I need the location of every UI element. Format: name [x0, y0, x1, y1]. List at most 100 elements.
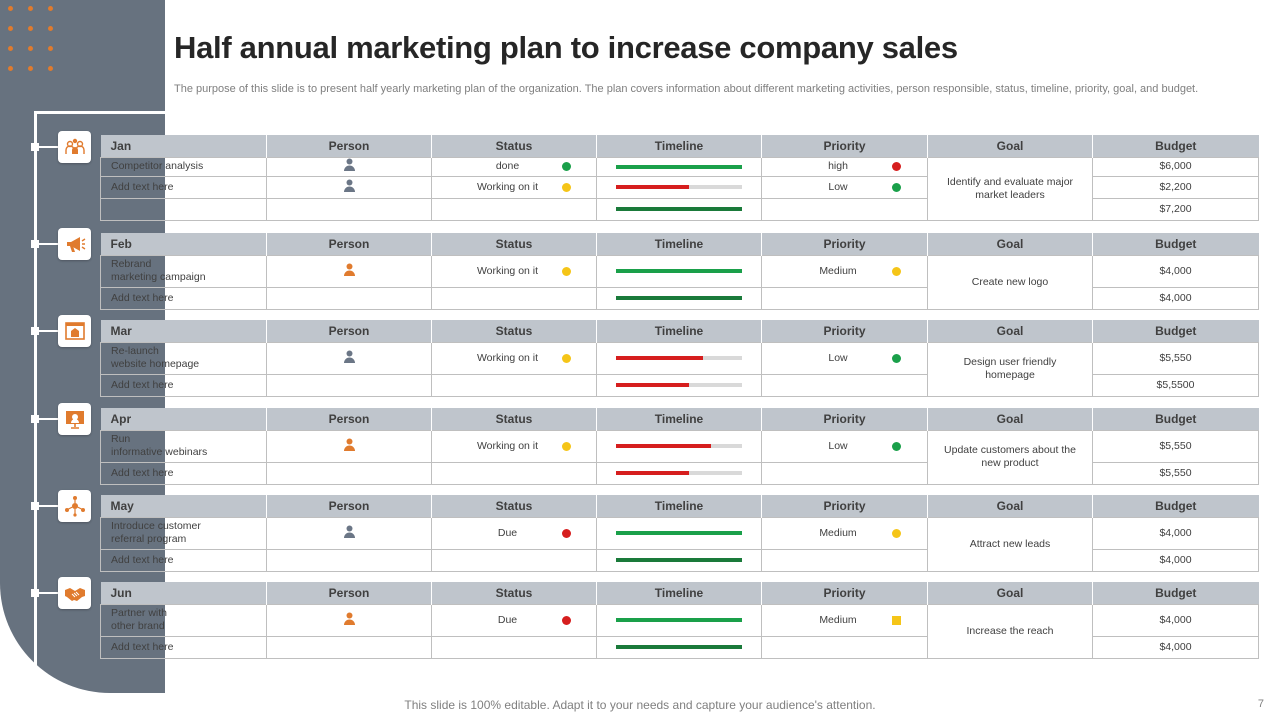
page-number: 7	[1257, 698, 1264, 710]
month-label: Jun	[100, 582, 267, 604]
timeline-progress-bar	[616, 269, 742, 273]
person-icon	[343, 612, 355, 625]
priority-indicator	[892, 441, 901, 451]
activity-cell[interactable]: Add text here	[100, 373, 267, 397]
priority-label: Medium	[819, 613, 857, 626]
column-header-timeline: Timeline	[596, 495, 762, 517]
column-header-priority: Priority	[761, 495, 928, 517]
activity-cell[interactable]: Competitor analysis	[100, 156, 267, 177]
status-indicator	[561, 441, 571, 451]
timeline-connector	[36, 418, 58, 420]
column-header-goal: Goal	[927, 582, 1093, 604]
timeline-connector	[36, 505, 58, 507]
priority-indicator	[892, 162, 901, 171]
budget-cell: $5,550	[1092, 341, 1259, 375]
activity-cell[interactable]: Rebrand marketing campaign	[100, 254, 267, 288]
table-row: $7,200	[100, 197, 1259, 221]
priority-cell: Low	[761, 341, 928, 375]
status-cell: Working on it	[431, 254, 597, 288]
priority-cell	[761, 548, 928, 572]
budget-cell: $4,000	[1092, 635, 1259, 659]
person-cell	[266, 175, 432, 199]
timeline-progress-fill	[616, 558, 742, 562]
table-row: Add text here $4,000	[100, 286, 1259, 310]
person-cell	[266, 156, 432, 177]
status-cell: Working on it	[431, 429, 597, 463]
activity-cell[interactable]	[100, 197, 267, 221]
slide-title: Half annual marketing plan to increase c…	[174, 30, 958, 65]
priority-cell	[761, 373, 928, 397]
slide-description: The purpose of this slide is to present …	[174, 83, 1199, 95]
status-label: Working on it	[476, 439, 539, 452]
decorative-dot	[48, 6, 53, 11]
activity-cell[interactable]: Add text here	[100, 175, 267, 199]
goal-cell: Update customers about the new product	[927, 429, 1093, 485]
priority-indicator	[892, 182, 901, 192]
column-header-goal: Goal	[927, 320, 1093, 342]
person-icon	[343, 525, 355, 538]
month-label: Apr	[100, 408, 267, 430]
timeline-progress-bar	[616, 383, 742, 387]
decorative-dot	[28, 66, 33, 71]
goal-cell: Create new logo	[927, 254, 1093, 310]
column-header-timeline: Timeline	[596, 408, 762, 430]
person-icon	[343, 179, 355, 192]
activity-cell[interactable]: Run informative webinars	[100, 429, 267, 463]
column-header-status: Status	[431, 495, 597, 517]
decorative-dot	[48, 46, 53, 51]
activity-cell[interactable]: Add text here	[100, 635, 267, 659]
column-header-person: Person	[266, 135, 432, 157]
month-table-feb: Feb Person Status Timeline Priority Goal Budge…	[100, 233, 1259, 310]
activity-cell[interactable]: Re-launch website homepage	[100, 341, 267, 375]
status-cell	[431, 548, 597, 572]
activity-cell[interactable]: Add text here	[100, 286, 267, 310]
table-row: Add text here $4,000	[100, 635, 1259, 659]
timeline-progress-fill	[616, 471, 690, 475]
timeline-cell	[596, 286, 762, 310]
activity-cell[interactable]: Introduce customer referral program	[100, 516, 267, 550]
priority-cell	[761, 197, 928, 221]
decorative-dots	[6, 4, 58, 71]
status-cell	[431, 635, 597, 659]
status-indicator	[561, 353, 571, 363]
priority-label: Medium	[819, 264, 857, 277]
priority-cell: Medium	[761, 603, 928, 637]
column-header-goal: Goal	[927, 408, 1093, 430]
activity-cell[interactable]: Add text here	[100, 548, 267, 572]
timeline-vertical-line	[34, 112, 37, 682]
table-row: Rebrand marketing campaign Working on it M…	[100, 254, 1259, 310]
person-icon	[343, 263, 355, 276]
timeline-progress-bar	[616, 164, 742, 169]
column-header-priority: Priority	[761, 582, 928, 604]
timeline-progress-fill	[616, 164, 742, 169]
column-header-status: Status	[431, 233, 597, 255]
activity-cell[interactable]: Add text here	[100, 461, 267, 485]
timeline-progress-bar	[616, 207, 742, 211]
webinar-icon	[65, 411, 84, 429]
column-header-goal: Goal	[927, 495, 1093, 517]
month-icon-box	[58, 131, 91, 163]
column-header-budget: Budget	[1092, 408, 1259, 430]
priority-label: Low	[828, 439, 848, 452]
timeline-progress-fill	[616, 207, 742, 211]
timeline-cell	[596, 156, 762, 177]
budget-cell: $5,5500	[1092, 373, 1259, 397]
column-header-person: Person	[266, 408, 432, 430]
goal-cell: Design user friendly homepage	[927, 341, 1093, 397]
activity-cell[interactable]: Partner with other brand	[100, 603, 267, 637]
person-icon	[343, 438, 355, 451]
timeline-node	[31, 415, 39, 423]
table-row: Add text here $5,5500	[100, 373, 1259, 397]
column-header-status: Status	[431, 320, 597, 342]
budget-cell: $5,550	[1092, 429, 1259, 463]
timeline-top-connector	[34, 111, 165, 114]
column-header-budget: Budget	[1092, 233, 1259, 255]
person-icon	[343, 158, 355, 171]
status-label: Due	[497, 613, 518, 626]
budget-cell: $4,000	[1092, 516, 1259, 550]
priority-cell: Low	[761, 429, 928, 463]
timeline-cell	[596, 373, 762, 397]
timeline-progress-bar	[616, 471, 742, 475]
decorative-dot	[48, 66, 53, 71]
timeline-progress-fill	[616, 383, 690, 387]
